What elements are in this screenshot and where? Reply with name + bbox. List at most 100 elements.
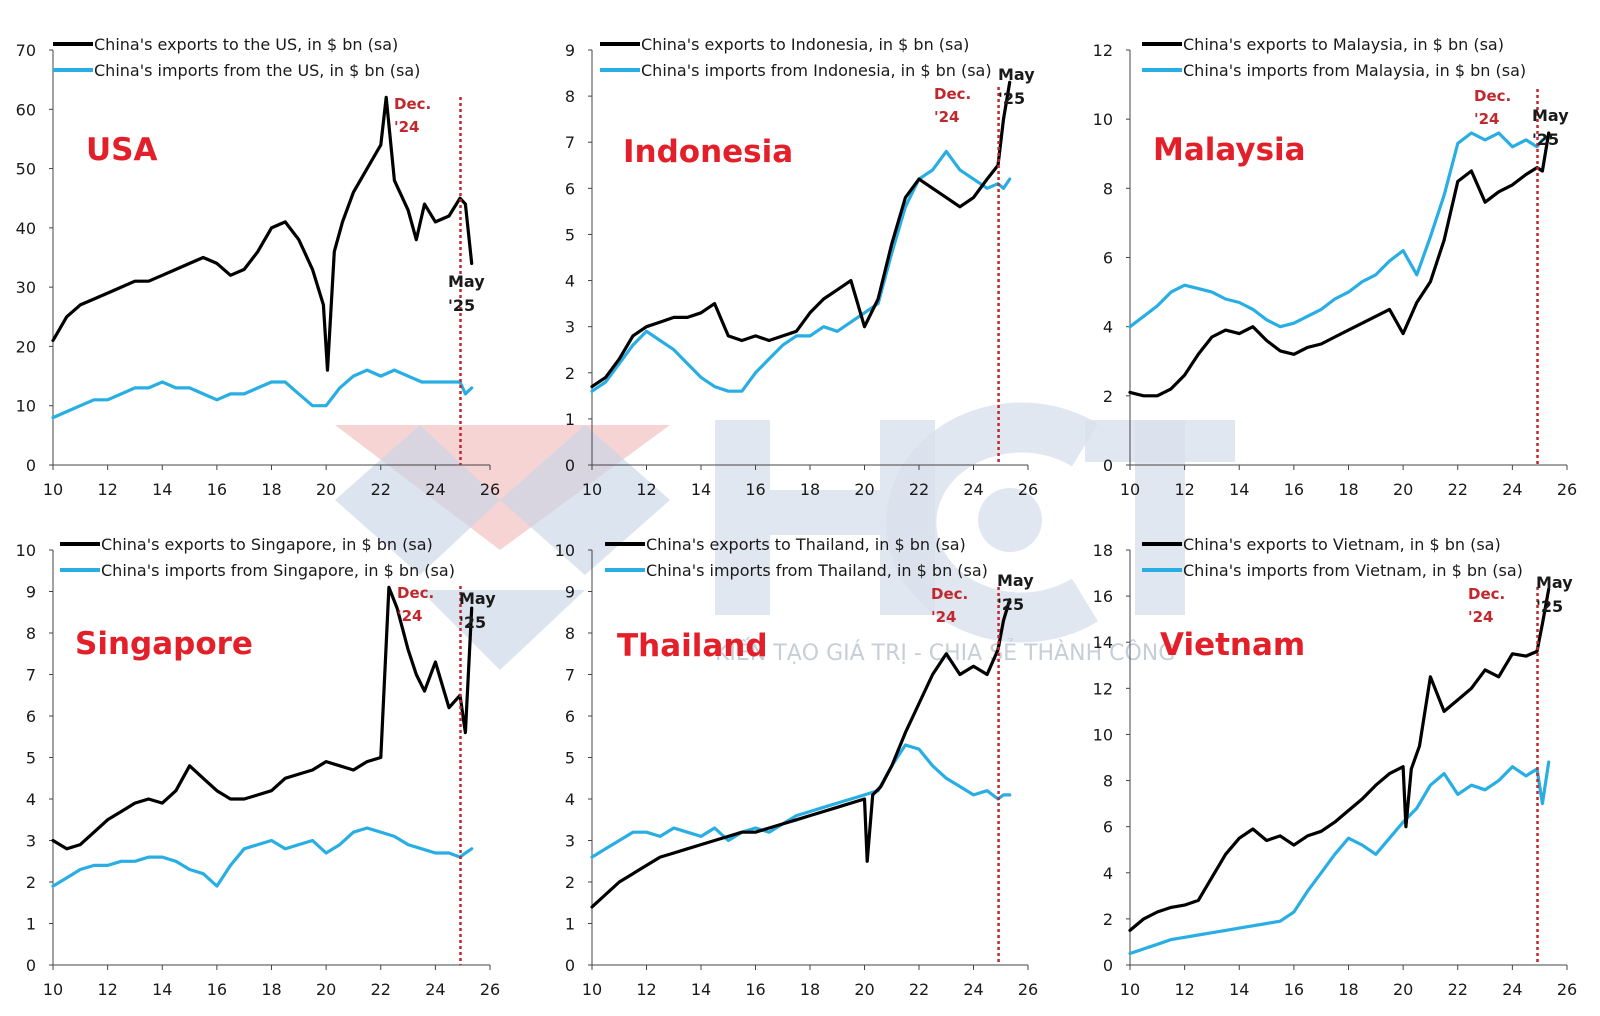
y-tick-label: 0 bbox=[26, 456, 36, 475]
x-tick-label: 16 bbox=[207, 980, 227, 999]
legend-label-exports: China's exports to the US, in $ bn (sa) bbox=[94, 35, 398, 54]
x-tick-label: 16 bbox=[745, 980, 765, 999]
y-tick-label: 10 bbox=[1093, 725, 1113, 744]
x-tick-label: 12 bbox=[1174, 480, 1194, 499]
watermark-blue-diamond-left bbox=[335, 425, 500, 575]
imports-series-line bbox=[51, 368, 474, 420]
x-tick-label: 10 bbox=[43, 980, 63, 999]
x-tick-label: 14 bbox=[152, 480, 172, 499]
legend-label-imports: China's imports from Malaysia, in $ bn (… bbox=[1183, 61, 1526, 80]
y-tick-label: 3 bbox=[565, 318, 575, 337]
exports-series-line bbox=[51, 585, 474, 851]
imports-series-line bbox=[51, 826, 474, 888]
y-tick-label: 10 bbox=[16, 397, 36, 416]
legend-label-exports: China's exports to Indonesia, in $ bn (s… bbox=[641, 35, 969, 54]
y-tick-label: 1 bbox=[565, 410, 575, 429]
x-tick-label: 14 bbox=[1229, 480, 1249, 499]
y-tick-label: 4 bbox=[1103, 318, 1113, 337]
imports-series-line bbox=[1128, 760, 1551, 956]
x-tick-label: 26 bbox=[1018, 480, 1038, 499]
y-tick-label: 6 bbox=[1103, 818, 1113, 837]
may-end-year-label: '25 bbox=[1532, 130, 1559, 149]
x-tick-label: 14 bbox=[152, 980, 172, 999]
dec-marker-year-label: '24 bbox=[934, 108, 959, 126]
x-tick-label: 10 bbox=[1120, 480, 1140, 499]
y-tick-label: 18 bbox=[1093, 541, 1113, 560]
y-tick-label: 0 bbox=[565, 456, 575, 475]
may-end-label: May bbox=[998, 65, 1035, 84]
x-tick-label: 22 bbox=[1448, 980, 1468, 999]
imports-series-line bbox=[590, 149, 1012, 393]
may-end-year-label: '25 bbox=[459, 613, 486, 632]
y-tick-label: 9 bbox=[26, 583, 36, 602]
may-end-label: May bbox=[1536, 573, 1573, 592]
dec-marker-label: Dec. bbox=[931, 585, 968, 603]
legend-label-exports: China's exports to Malaysia, in $ bn (sa… bbox=[1183, 35, 1504, 54]
dec-marker-label: Dec. bbox=[1474, 87, 1511, 105]
y-tick-label: 8 bbox=[1103, 179, 1113, 198]
x-tick-label: 18 bbox=[261, 980, 281, 999]
y-tick-label: 0 bbox=[26, 956, 36, 975]
x-tick-label: 26 bbox=[1018, 980, 1038, 999]
country-title: Vietnam bbox=[1160, 627, 1305, 663]
country-title: Thailand bbox=[617, 628, 768, 664]
x-tick-label: 18 bbox=[1338, 480, 1358, 499]
legend-label-imports: China's imports from Indonesia, in $ bn … bbox=[641, 61, 992, 80]
y-tick-label: 20 bbox=[16, 337, 36, 356]
y-tick-label: 1 bbox=[26, 915, 36, 934]
y-tick-label: 2 bbox=[565, 364, 575, 383]
y-tick-label: 1 bbox=[565, 915, 575, 934]
y-tick-label: 6 bbox=[565, 707, 575, 726]
y-tick-label: 3 bbox=[26, 832, 36, 851]
y-tick-label: 9 bbox=[565, 583, 575, 602]
y-tick-label: 12 bbox=[1093, 41, 1113, 60]
y-tick-label: 4 bbox=[1103, 864, 1113, 883]
y-tick-label: 6 bbox=[1103, 249, 1113, 268]
x-tick-label: 22 bbox=[1448, 480, 1468, 499]
country-title: Singapore bbox=[75, 626, 253, 662]
x-tick-label: 18 bbox=[261, 480, 281, 499]
x-tick-label: 20 bbox=[316, 480, 336, 499]
exports-series-line bbox=[1128, 131, 1551, 398]
may-end-label: May bbox=[448, 272, 485, 291]
legend-label-imports: China's imports from the US, in $ bn (sa… bbox=[94, 61, 420, 80]
dec-marker-year-label: '24 bbox=[1468, 608, 1493, 626]
x-tick-label: 12 bbox=[636, 980, 656, 999]
y-tick-label: 9 bbox=[565, 41, 575, 60]
legend-label-exports: China's exports to Singapore, in $ bn (s… bbox=[101, 535, 433, 554]
y-tick-label: 4 bbox=[565, 272, 575, 291]
x-tick-label: 12 bbox=[97, 980, 117, 999]
y-tick-label: 5 bbox=[565, 225, 575, 244]
y-tick-label: 0 bbox=[565, 956, 575, 975]
watermark-blue-diamond-right bbox=[500, 425, 670, 575]
chart-panel-usa: 0 10 20 30 40 50 60 70 10 12 14 16 18 20 22 24 26 Dec. '24… bbox=[16, 35, 501, 499]
country-title: Indonesia bbox=[623, 134, 793, 170]
dec-marker-year-label: '24 bbox=[397, 607, 422, 625]
x-tick-label: 22 bbox=[371, 480, 391, 499]
exports-series-line bbox=[590, 80, 1012, 389]
y-tick-label: 30 bbox=[16, 278, 36, 297]
y-tick-label: 12 bbox=[1093, 679, 1113, 698]
y-tick-label: 4 bbox=[26, 790, 36, 809]
y-tick-label: 2 bbox=[1103, 910, 1113, 929]
x-tick-label: 20 bbox=[1393, 480, 1413, 499]
y-tick-label: 16 bbox=[1093, 587, 1113, 606]
may-end-year-label: '25 bbox=[998, 89, 1025, 108]
legend-label-imports: China's imports from Thailand, in $ bn (… bbox=[646, 561, 988, 580]
x-tick-label: 14 bbox=[691, 480, 711, 499]
dec-marker-label: Dec. bbox=[397, 584, 434, 602]
x-tick-label: 18 bbox=[1338, 980, 1358, 999]
y-tick-label: 10 bbox=[16, 541, 36, 560]
x-tick-label: 10 bbox=[582, 980, 602, 999]
y-tick-label: 40 bbox=[16, 219, 36, 238]
x-tick-label: 20 bbox=[1393, 980, 1413, 999]
watermark-tagline: KIẾN TẠO GIÁ TRỊ - CHIA SẺ THÀNH CÔNG bbox=[715, 638, 1175, 666]
imports-series-line bbox=[590, 743, 1012, 859]
y-tick-label: 2 bbox=[565, 873, 575, 892]
x-tick-label: 22 bbox=[909, 480, 929, 499]
x-tick-label: 24 bbox=[963, 980, 983, 999]
may-end-label: May bbox=[997, 571, 1034, 590]
y-tick-label: 8 bbox=[1103, 772, 1113, 791]
may-end-year-label: '25 bbox=[448, 296, 475, 315]
y-tick-label: 2 bbox=[26, 873, 36, 892]
